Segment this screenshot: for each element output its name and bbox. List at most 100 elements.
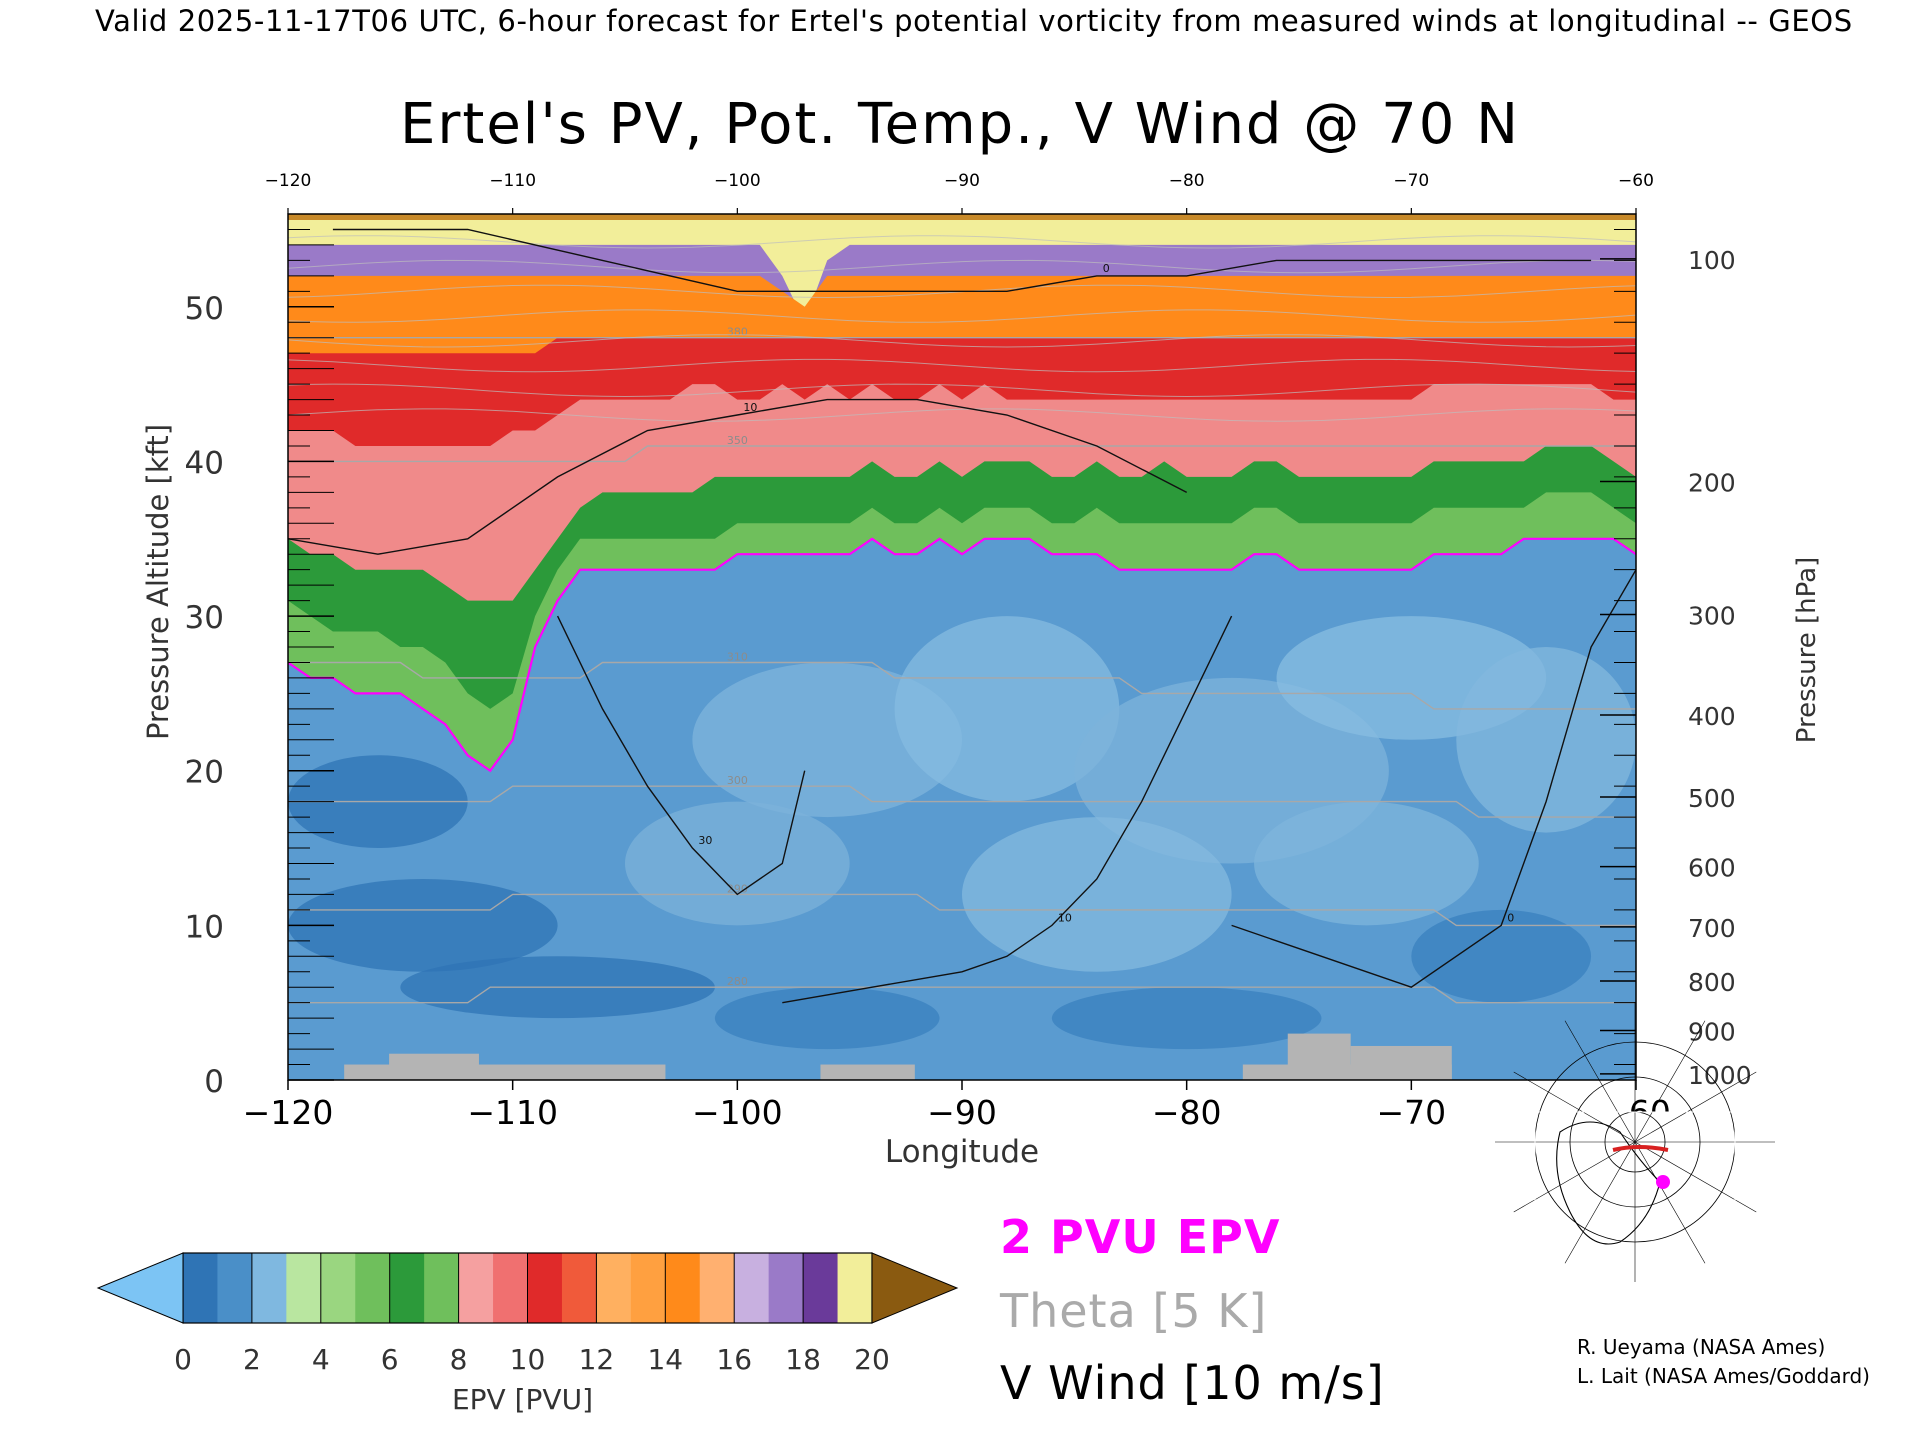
theta-strat-7 [288,235,1636,249]
colorbar-seg-15 [699,1253,735,1323]
colorbar-tick-label-0: 0 [174,1343,192,1376]
theta-strat-0 [288,408,1636,422]
y-tick-label-0: 0 [204,1064,224,1100]
colorbar-seg-19 [837,1253,873,1323]
colorbar-tick-label-1: 2 [243,1343,261,1376]
terrain-block-2 [820,1064,915,1080]
inset-lon-150 [1513,1141,1636,1213]
colorbar-tick-label-2: 4 [312,1343,330,1376]
top-tick-label-5: −70 [1393,171,1429,191]
x-axis-label: Longitude [885,1134,1039,1170]
credit-line-2: L. Lait (NASA Ames/Goddard) [1577,1364,1870,1388]
terrain-mask [344,1033,1452,1080]
inset-frame [1534,1111,1736,1293]
theta-strat-3 [288,334,1636,348]
colorbar-tick-label-5: 10 [510,1343,546,1376]
y-tick-label-4: 40 [185,445,224,481]
theta-strat-4 [288,309,1636,323]
inset-lon-120 [1564,1141,1636,1264]
inset-lon-300 [1634,1020,1706,1143]
v-wind-label-0: 0 [1103,262,1110,275]
top-tick-label-4: −80 [1169,171,1205,191]
pv-patch-11 [1051,987,1322,1050]
x-tick-label-0: −120 [243,1093,334,1132]
colorbar-seg-2 [251,1253,287,1323]
inset-coast [1556,1121,1661,1245]
theta-label-3: 280 [727,975,748,988]
theta-line-4 [288,445,1636,463]
y-tick-label-2: 20 [185,755,224,791]
colorbar-seg-1 [217,1253,253,1323]
v-wind-line-4 [1231,569,1636,988]
colorbar-high-arrow [871,1252,959,1324]
colorbar-seg-0 [183,1253,218,1323]
inset-lon-30 [1634,1141,1757,1213]
p-tick-label-1: 200 [1688,469,1736,498]
colorbar-tick-label-10: 20 [854,1343,890,1376]
legend-theta: Theta [5 K] [1000,1284,1268,1338]
p-tick-label-7: 800 [1688,968,1736,997]
inset-section-line [1612,1145,1669,1152]
colorbar-seg-11 [561,1253,597,1323]
x-tick-label-1: −110 [467,1093,558,1132]
pv2-contour-line [288,537,1636,773]
inset-lon-210 [1513,1071,1636,1143]
theta-strat-6 [288,259,1636,274]
pv-patch-13 [1411,909,1592,1003]
top-tick-label-0: −120 [265,171,312,191]
header-valid-line: Valid 2025-11-17T06 UTC, 6-hour forecast… [95,4,1853,38]
theta-label-0: 310 [727,650,748,663]
pv-patch-1 [894,616,1120,802]
inset-lon-330 [1634,1071,1757,1143]
colorbar-low-arrow [96,1252,184,1324]
axes: −120 −110 −100 −90 −80 −70 −60 −120 −110 −100 −90 −… [141,171,1822,1170]
theta-line-1 [288,785,1636,818]
theta-label-4: 350 [727,434,748,447]
y-axis-label-left: Pressure Altitude [kft] [141,424,175,740]
chart-title: Ertel's PV, Pot. Temp., V Wind @ 70 N [399,92,1521,157]
colorbar-seg-14 [665,1253,701,1323]
theta-strat-1 [288,383,1636,398]
colorbar-tick-label-7: 14 [647,1343,683,1376]
terrain-block-5 [1350,1045,1452,1080]
colorbar-tick-label-6: 12 [579,1343,615,1376]
y-tick-label-5: 50 [185,291,224,327]
pv-low-patches [288,616,1636,1050]
pv-patch-0 [692,662,962,818]
y-axis-label-right: Pressure [hPa] [1792,557,1822,744]
colorbar-seg-16 [734,1253,770,1323]
x-tick-label-2: −100 [692,1093,783,1132]
colorbar: 0 2 4 6 8 10 12 14 16 18 20 EPV [PVU] [96,1252,959,1416]
pv-patch-7 [1456,647,1636,833]
colorbar-tick-label-8: 16 [716,1343,752,1376]
inset-point-marker [1656,1175,1670,1189]
terrain-block-1 [389,1053,479,1080]
pv-2pvu-contour [288,537,1636,773]
colorbar-seg-17 [768,1253,804,1323]
pv-patch-4 [625,801,850,926]
p-tick-label-9: 1000 [1688,1061,1752,1090]
v-wind-label-2: 10 [1058,911,1072,924]
colorbar-seg-9 [493,1253,528,1323]
y-tick-label-3: 30 [185,600,224,636]
v-wind-line-3 [556,615,806,896]
colorbar-seg-10 [527,1253,563,1323]
terrain-block-4 [1287,1033,1351,1080]
v-wind-label-3: 30 [698,834,712,847]
p-tick-label-4: 500 [1688,784,1736,813]
theta-label-2: 290 [727,882,748,895]
legend-pv: 2 PVU EPV [1000,1210,1281,1264]
colorbar-seg-13 [630,1253,666,1323]
p-tick-label-3: 400 [1688,702,1736,731]
colorbar-seg-12 [596,1253,632,1323]
y-tick-label-1: 10 [185,909,224,945]
inset-lon-60 [1634,1141,1706,1264]
colorbar-seg-7 [424,1253,460,1323]
legend-wind: V Wind [10 m/s] [1000,1356,1385,1410]
v-wind-label-4: 0 [1507,911,1514,924]
p-tick-label-5: 600 [1688,854,1736,883]
top-tick-label-1: −110 [489,171,536,191]
colorbar-seg-6 [389,1253,425,1323]
